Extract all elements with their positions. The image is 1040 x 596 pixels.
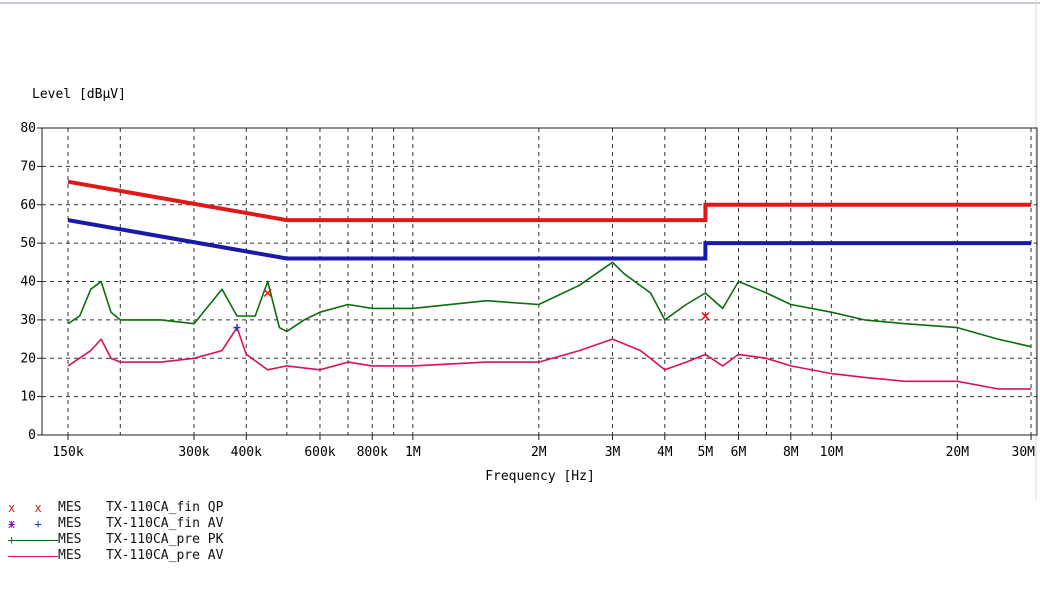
x-tick-label: 20M (946, 445, 970, 460)
x-tick-label: 400k (231, 445, 262, 460)
av-marker (233, 324, 241, 332)
plot-frame (41, 127, 1038, 436)
x-tick-label: 1M (405, 445, 421, 460)
limit-line (67, 179, 1031, 223)
x-tick-label: 300k (178, 445, 209, 460)
marker-stroke (263, 288, 272, 298)
legend-series-name: TX-110CA_fin AV (106, 516, 224, 531)
y-tick-label: 80 (20, 121, 36, 136)
legend-symbol: + + + (8, 517, 48, 547)
legend-item: MES TX-110CA_pre AV (8, 548, 223, 564)
legend: x x x MES TX-110CA_fin QP + + + MES TX-1… (8, 500, 223, 564)
x-tick-label: 4M (657, 445, 673, 460)
legend-item: + + + MES TX-110CA_fin AV (8, 516, 224, 547)
legend-series-name: TX-110CA_fin QP (106, 500, 224, 515)
y-tick-label: 30 (20, 313, 36, 328)
y-tick-label: 60 (20, 198, 36, 213)
x-tick-label: 30M (1012, 445, 1036, 460)
legend-symbol (8, 548, 58, 564)
x-tick-label: 5M (698, 445, 714, 460)
series-line (67, 261, 1032, 348)
final-markers (233, 288, 710, 332)
x-tick-label: 800k (357, 445, 388, 460)
emission-chart: Level [dBµV] Frequency [Hz] 0 10 20 30 40 50 6… (0, 0, 1040, 500)
legend-symbol (8, 532, 58, 548)
legend-tag: MES (58, 548, 82, 563)
x-tick-label: 2M (531, 445, 547, 460)
grid (42, 128, 1037, 435)
x-axis-label: Frequency [Hz] (485, 469, 595, 484)
x-tick-label: 600k (304, 445, 335, 460)
axis-ticks: 0 10 20 30 40 50 60 70 80 150k 300k 400k 600k 800k 1M 2… (20, 121, 1035, 460)
x-tick-label: 150k (52, 445, 83, 460)
x-tick-label: 8M (783, 445, 799, 460)
x-tick-label: 10M (820, 445, 844, 460)
qp-marker (263, 288, 272, 298)
series-lines (67, 261, 1032, 390)
y-tick-label: 40 (20, 275, 36, 290)
limit-lines (67, 179, 1031, 261)
y-tick-label: 10 (20, 390, 36, 405)
y-axis-label: Level [dBµV] (32, 87, 126, 102)
legend-series-name: TX-110CA_pre PK (106, 532, 224, 547)
legend-tag: MES (58, 516, 82, 531)
legend-item: MES TX-110CA_pre PK (8, 532, 223, 548)
series-line (67, 326, 1031, 390)
y-tick-label: 20 (20, 351, 36, 366)
legend-series-name: TX-110CA_pre AV (106, 548, 224, 563)
y-tick-label: 50 (20, 236, 36, 251)
y-tick-label: 0 (28, 428, 36, 443)
marker-stroke (701, 312, 710, 321)
legend-tag: MES (58, 500, 82, 515)
legend-symbol: x x x (8, 501, 48, 531)
qp-marker (701, 312, 710, 321)
x-tick-label: 3M (605, 445, 621, 460)
x-tick-label: 6M (731, 445, 747, 460)
legend-tag: MES (58, 532, 82, 547)
legend-item: x x x MES TX-110CA_fin QP (8, 500, 224, 531)
y-tick-label: 70 (20, 159, 36, 174)
limit-line (67, 218, 1031, 261)
